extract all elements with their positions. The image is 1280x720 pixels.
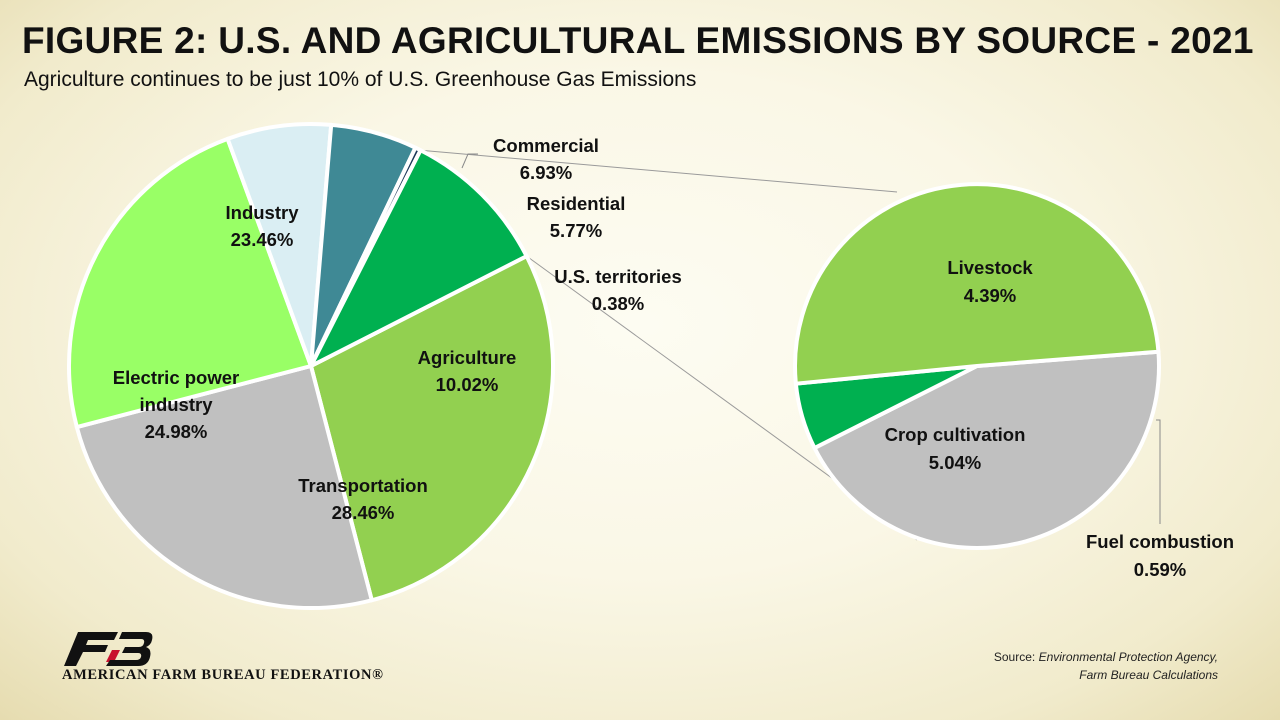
label-name-fuel-combustion: Fuel combustion xyxy=(1086,531,1234,552)
leader-line-fuel-combustion xyxy=(1156,419,1161,524)
slice-labels: Transportation 28.46% Electric power indust… xyxy=(113,135,1234,580)
label-name-u-s-territories: U.S. territories xyxy=(554,266,682,287)
label-commercial: Commercial 6.93% xyxy=(493,135,599,183)
label-name-transportation: Transportation xyxy=(298,475,428,496)
pie-slice-commercial xyxy=(225,122,334,368)
label-residential: Residential 5.77% xyxy=(527,193,626,241)
label-name-livestock: Livestock xyxy=(947,257,1033,278)
organization-name: AMERICAN FARM BUREAU FEDERATION® xyxy=(62,667,384,683)
label-value-electric-power-industry: 24.98% xyxy=(145,421,208,442)
page-title: FIGURE 2: U.S. AND AGRICULTURAL EMISSION… xyxy=(22,20,1254,61)
label-name-industry: Industry xyxy=(226,202,300,223)
label-name-commercial: Commercial xyxy=(493,135,599,156)
pie-slice-livestock xyxy=(812,349,1161,551)
label-value-crop-cultivation: 5.04% xyxy=(929,452,981,473)
connector-line-top xyxy=(420,149,898,193)
label-name-residential: Residential xyxy=(527,193,626,214)
pie-slice-industry xyxy=(67,136,313,430)
label-fuel-combustion: Fuel combustion 0.59% xyxy=(1086,531,1234,580)
source-prefix: Source: xyxy=(993,650,1039,664)
leader-lines xyxy=(461,153,1161,524)
page-subtitle: Agriculture continues to be just 10% of … xyxy=(24,68,697,91)
pie-slice-electric-power-industry xyxy=(74,364,374,610)
agriculture-breakdown-pie xyxy=(793,182,1161,551)
label-name-crop-cultivation: Crop cultivation xyxy=(885,424,1026,445)
pie-slice-crop-cultivation xyxy=(793,182,1161,386)
main-pie xyxy=(67,122,555,610)
pie-slice-agriculture xyxy=(309,148,529,368)
label-value-agriculture: 10.02% xyxy=(436,374,499,395)
label-crop-cultivation: Crop cultivation 5.04% xyxy=(885,424,1026,473)
label-value-residential: 5.77% xyxy=(550,220,602,241)
label-value-livestock: 4.39% xyxy=(964,285,1016,306)
label-industry: Industry 23.46% xyxy=(226,202,300,250)
label-agriculture: Agriculture 10.02% xyxy=(418,347,517,395)
label-transportation: Transportation 28.46% xyxy=(298,475,428,523)
label-value-transportation: 28.46% xyxy=(332,502,395,523)
label-name-electric-power-industry: industry xyxy=(140,394,214,415)
label-livestock: Livestock 4.39% xyxy=(947,257,1033,306)
label-u-s-territories: U.S. territories 0.38% xyxy=(554,266,682,314)
source-line-2: Farm Bureau Calculations xyxy=(1079,668,1218,682)
label-name-agriculture: Agriculture xyxy=(418,347,517,368)
label-name-electric-power-industry: Electric power xyxy=(113,367,239,388)
label-value-industry: 23.46% xyxy=(231,229,294,250)
fb-logo-icon xyxy=(64,632,153,666)
label-value-commercial: 6.93% xyxy=(520,162,572,183)
label-electric-power-industry: Electric power industry 24.98% xyxy=(113,367,239,442)
label-value-u-s-territories: 0.38% xyxy=(592,293,644,314)
pie-slice-transportation xyxy=(309,254,555,603)
source-note: Source: Environmental Protection Agency,… xyxy=(994,648,1218,684)
label-value-fuel-combustion: 0.59% xyxy=(1134,559,1186,580)
source-line-1: Environmental Protection Agency, xyxy=(1038,650,1218,664)
leader-line-commercial xyxy=(461,153,478,169)
